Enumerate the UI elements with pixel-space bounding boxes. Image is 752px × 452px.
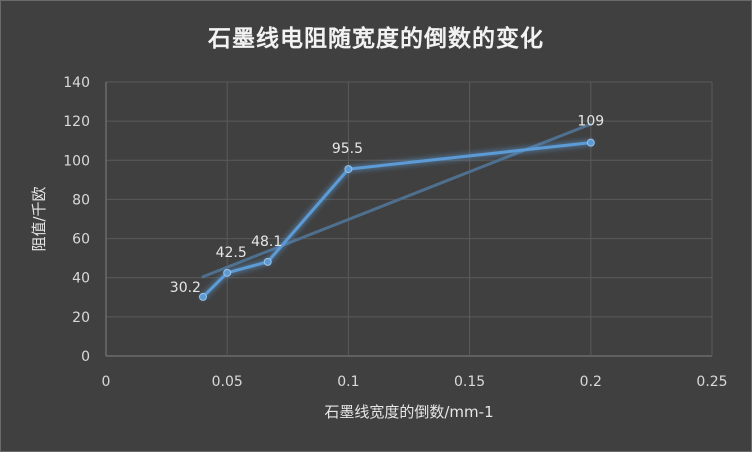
- y-axis-label: 阻值/千欧: [30, 186, 48, 251]
- x-tick-label: 0.05: [212, 374, 243, 390]
- data-point: [223, 268, 232, 277]
- data-point: [344, 165, 353, 174]
- x-tick-label: 0.2: [580, 374, 602, 390]
- data-point: [586, 138, 595, 147]
- chart-title: 石墨线电阻随宽度的倒数的变化: [207, 25, 544, 52]
- x-tick-label: 0: [102, 374, 111, 390]
- data-labels: 30.2 42.548.1 95.5 109: [170, 114, 604, 296]
- x-tick-label: 0.1: [337, 374, 359, 390]
- tick-labels: 0 20 40 60 80 100 120 140 0 0.05 0.1 0.15 0.2 0.25: [63, 75, 727, 390]
- data-label: 42.5: [216, 245, 247, 261]
- y-tick-label: 120: [63, 114, 90, 130]
- x-tick-label: 0.15: [454, 374, 485, 390]
- data-label: 95.5: [332, 141, 363, 157]
- data-point: [263, 257, 272, 266]
- y-tick-label: 80: [72, 192, 90, 208]
- y-tick-label: 100: [63, 153, 90, 169]
- y-tick-label: 0: [81, 349, 90, 365]
- y-tick-label: 140: [63, 75, 90, 91]
- data-label: 48.1: [251, 234, 282, 250]
- y-tick-label: 20: [72, 310, 90, 326]
- x-axis-label: 石墨线宽度的倒数/mm-1: [324, 403, 493, 421]
- data-point: [198, 292, 207, 301]
- series-line: [201, 141, 593, 299]
- y-tick-label: 40: [72, 271, 90, 287]
- data-label: 30.2: [170, 280, 201, 296]
- x-tick-label: 0.25: [696, 374, 727, 390]
- data-label: 109: [577, 114, 604, 130]
- trendline: [201, 122, 593, 279]
- series-layer: [198, 138, 595, 301]
- y-tick-label: 60: [72, 232, 90, 248]
- trendline-layer: [201, 122, 593, 279]
- grid: [105, 81, 713, 357]
